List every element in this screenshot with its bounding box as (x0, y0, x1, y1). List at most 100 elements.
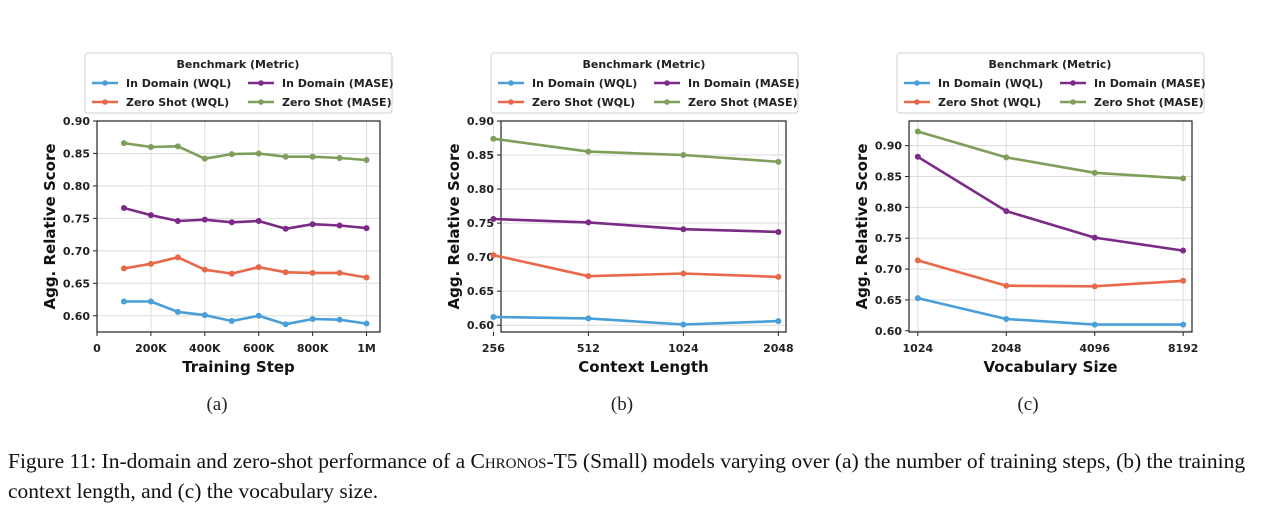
data-point (363, 274, 370, 281)
legend-marker-in-domain-wql (914, 80, 920, 86)
y-tick-label: 0.65 (63, 277, 90, 290)
x-tick-label: 512 (577, 342, 600, 355)
caption-prefix: Figure 11: In-domain and zero-shot perfo… (8, 449, 471, 473)
data-point (228, 317, 235, 324)
data-point (1091, 321, 1098, 328)
series-in-domain-mase (490, 216, 782, 235)
data-point (201, 216, 208, 223)
x-tick-label: 2048 (763, 342, 794, 355)
legend-entry-zero-shot-mase: Zero Shot (MASE) (282, 96, 392, 109)
data-point (201, 155, 208, 162)
y-tick-label: 0.70 (875, 263, 902, 276)
legend-entry-in-domain-mase: In Domain (MASE) (688, 77, 800, 90)
data-point (490, 314, 497, 321)
data-point (914, 257, 921, 264)
data-point (1003, 282, 1010, 289)
panel-label-b: (b) (610, 394, 634, 415)
legend-marker-zero-shot-wql (102, 99, 108, 105)
data-point (1091, 234, 1098, 241)
data-point (914, 295, 921, 302)
legend-entry-in-domain-wql: In Domain (WQL) (126, 77, 231, 90)
data-point (120, 204, 127, 211)
x-tick-label: 2048 (991, 342, 1022, 355)
y-tick-label: 0.90 (875, 140, 902, 153)
series-line (493, 315, 779, 326)
data-point (255, 150, 262, 157)
x-tick-label: 600K (243, 342, 275, 355)
data-point (282, 321, 289, 328)
legend-box (490, 52, 799, 114)
data-point (1180, 321, 1187, 328)
data-point (1091, 169, 1098, 176)
chart-panel-b: Benchmark (Metric) In Domain (WQL) In Doma… (406, 0, 826, 390)
legend-entry-in-domain-wql: In Domain (WQL) (938, 77, 1043, 90)
data-point (490, 252, 497, 259)
x-tick-label: 256 (482, 342, 505, 355)
x-axis-label: Context Length (578, 358, 708, 376)
series-zero-shot-mase (490, 135, 782, 165)
y-tick-label: 0.65 (467, 285, 494, 298)
y-tick-label: 0.90 (63, 115, 90, 128)
data-point (309, 269, 316, 276)
y-tick-label: 0.75 (875, 232, 902, 245)
series-line (493, 253, 779, 279)
legend-entry-zero-shot-wql: Zero Shot (WQL) (126, 96, 229, 109)
data-point (490, 135, 497, 142)
y-tick-label: 0.85 (875, 171, 902, 184)
data-point (228, 219, 235, 226)
data-point (201, 312, 208, 319)
data-point (585, 315, 592, 322)
y-tick-label: 0.75 (63, 212, 90, 225)
x-tick-label: 0 (93, 342, 101, 355)
series-line (123, 141, 367, 162)
data-point (363, 320, 370, 327)
legend-entry-zero-shot-mase: Zero Shot (MASE) (688, 96, 798, 109)
y-tick-label: 0.80 (467, 183, 494, 196)
legend: Benchmark (Metric) In Domain (WQL) In Doma… (84, 52, 394, 114)
data-point (775, 318, 782, 325)
series-line (124, 300, 367, 326)
legend-marker-zero-shot-mase (258, 99, 264, 105)
chart-panel-a: Benchmark (Metric) In Domain (WQL) In Doma… (0, 0, 420, 390)
y-tick-label: 0.85 (63, 147, 90, 160)
data-point (309, 316, 316, 323)
y-tick-label: 0.80 (63, 180, 90, 193)
x-tick-label: 1024 (668, 342, 699, 355)
legend-entry-in-domain-mase: In Domain (MASE) (1094, 77, 1206, 90)
y-tick-label: 0.90 (467, 115, 494, 128)
y-axis-label: Agg. Relative Score (853, 143, 871, 309)
data-point (585, 219, 592, 226)
series-line (917, 130, 1184, 180)
data-point (914, 153, 921, 160)
x-tick-label: 1M (357, 342, 376, 355)
y-tick-label: 0.80 (875, 201, 902, 214)
series-line (917, 155, 1184, 252)
chart-panel-c: Benchmark (Metric) In Domain (WQL) In Doma… (812, 0, 1232, 390)
data-point (255, 264, 262, 271)
x-axis-label: Training Step (182, 358, 295, 376)
data-point (1003, 316, 1010, 323)
legend: Benchmark (Metric) In Domain (WQL) In Doma… (896, 52, 1206, 114)
data-point (1180, 277, 1187, 284)
y-axis-label: Agg. Relative Score (41, 143, 59, 309)
chart-b: Benchmark (Metric) In Domain (WQL) In Doma… (445, 52, 800, 376)
x-tick-label: 800K (297, 342, 329, 355)
data-point (914, 128, 921, 135)
data-point (680, 226, 687, 233)
data-point (255, 312, 262, 319)
x-tick-label: 200K (135, 342, 167, 355)
legend-marker-zero-shot-wql (508, 99, 514, 105)
figure-caption: Figure 11: In-domain and zero-shot perfo… (8, 446, 1258, 506)
y-axis-label: Agg. Relative Score (445, 143, 463, 309)
x-tick-label: 8192 (1168, 342, 1199, 355)
legend-marker-zero-shot-wql (914, 99, 920, 105)
legend-entry-in-domain-mase: In Domain (MASE) (282, 77, 394, 90)
data-point (1091, 283, 1098, 290)
legend-box (896, 52, 1205, 114)
data-point (336, 269, 343, 276)
legend-title: Benchmark (Metric) (989, 58, 1112, 71)
chart-c: Benchmark (Metric) In Domain (WQL) In Doma… (853, 52, 1206, 376)
data-point (228, 151, 235, 158)
data-point (147, 143, 154, 150)
legend-entry-zero-shot-mase: Zero Shot (MASE) (1094, 96, 1204, 109)
